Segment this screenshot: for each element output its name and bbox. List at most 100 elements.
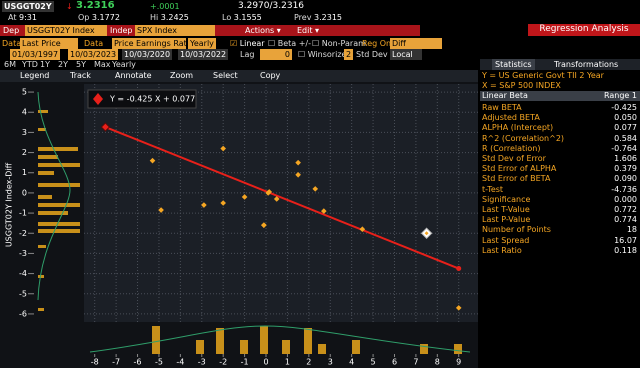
y-tick-label: 4 — [22, 108, 27, 117]
hist-bar — [38, 211, 68, 215]
hist-bar — [38, 163, 80, 167]
toolbar-button[interactable]: Select — [213, 71, 238, 80]
toolbar: Legend Track Annotate Zoom Select Copy — [0, 70, 478, 82]
toolbar-button[interactable]: Legend — [20, 71, 50, 80]
hist-bar — [38, 195, 52, 199]
toolbar-button[interactable]: Copy — [260, 71, 281, 80]
date-field[interactable]: 10/03/2023 — [68, 49, 119, 60]
dep-field[interactable]: USGGT02Y Index — [25, 25, 107, 36]
x-tick-label: 0 — [263, 358, 268, 367]
x-tick-label: 2 — [306, 358, 311, 367]
stat-value: -0.425 — [611, 103, 637, 112]
regression-end — [456, 266, 462, 272]
value: 3.2315 — [314, 13, 342, 22]
x-tick-label: -5 — [155, 358, 163, 367]
x-tick-label: 8 — [435, 358, 440, 367]
hist-bar — [38, 229, 80, 233]
x-tick-label: -8 — [91, 358, 99, 367]
dropdown[interactable]: Local — [390, 49, 422, 60]
indep-field[interactable]: SPX Index — [135, 25, 215, 36]
left-histogram — [38, 110, 80, 311]
period-button[interactable]: Yearly — [112, 60, 136, 69]
hist-bar — [38, 275, 44, 278]
change: +.0001 — [150, 2, 180, 11]
hist-bar — [282, 340, 290, 354]
x-tick-label: -2 — [219, 358, 227, 367]
stat-value: 0.774 — [614, 215, 637, 225]
date-field[interactable]: 10/03/2022 — [178, 49, 229, 60]
checkbox[interactable]: ☐ Beta +/- — [268, 39, 311, 48]
point — [455, 305, 462, 311]
hist-bar — [318, 344, 326, 354]
period-button[interactable]: 6M — [4, 60, 16, 69]
toolbar-button[interactable]: Track — [70, 71, 91, 80]
dropdown[interactable]: Price Earnings Rati — [112, 38, 186, 49]
hist-bar — [352, 340, 360, 354]
period-button[interactable]: Max — [94, 60, 111, 69]
dropdown[interactable]: Diff — [390, 38, 442, 49]
tab[interactable]: Transformations — [554, 60, 619, 69]
hist-bar — [38, 110, 48, 113]
period-button[interactable]: 1Y — [40, 60, 50, 69]
date-field[interactable]: 01/03/1997 — [10, 49, 61, 60]
hist-bar — [304, 328, 312, 354]
legend-icon — [93, 93, 103, 105]
period-button[interactable]: 2Y — [58, 60, 68, 69]
legend-box — [87, 89, 197, 109]
point — [321, 208, 327, 214]
plot-layer: -6 -5 -4 -3 -2 -1 0 1 2 3 4 5 -8 -7 -6 -5 -4 -3 -2 -1 0 1 2 3 4 5… — [19, 84, 478, 367]
x-tick-label: 3 — [328, 358, 333, 367]
title-button[interactable]: Regression Analysis — [528, 24, 640, 36]
stat-label: R (Correlation) — [482, 143, 541, 153]
bid-ask: 3.2970/3.2316 — [238, 1, 305, 11]
point — [220, 200, 226, 206]
period-button[interactable]: YTD — [22, 60, 38, 69]
value: 9:31 — [19, 13, 37, 22]
hist-bar — [38, 155, 58, 159]
menu[interactable]: Actions ▾ — [245, 26, 281, 35]
label: Lo — [222, 13, 232, 22]
header-cell: Range 1 — [604, 91, 637, 100]
toolbar-button[interactable]: Zoom — [170, 71, 194, 80]
label: Prev — [294, 13, 312, 22]
label: Reg On — [362, 39, 392, 48]
label: Op — [78, 13, 90, 22]
hist-bar — [38, 308, 44, 311]
x-tick-label: -6 — [134, 358, 142, 367]
point — [273, 196, 280, 202]
checkbox[interactable]: ☑ Linear — [230, 39, 265, 48]
point — [158, 207, 164, 213]
period-button[interactable]: 5Y — [76, 60, 86, 69]
hist-bar — [38, 171, 54, 175]
input[interactable]: 2 — [344, 49, 354, 60]
point — [261, 222, 267, 228]
dropdown[interactable]: Last Price — [20, 38, 78, 49]
tab[interactable]: Statistics — [492, 59, 535, 70]
hist-bar — [38, 183, 80, 187]
y-tick-label: -1 — [19, 209, 27, 218]
y-tick-label: -6 — [19, 309, 27, 318]
menu[interactable]: Edit ▾ — [297, 26, 320, 35]
checkbox[interactable]: ☐ Winsorize — [298, 50, 347, 59]
stat-label: Std Error of ALPHA — [482, 164, 557, 174]
stat-value: 0.000 — [614, 194, 637, 204]
stat-label: Raw BETA — [482, 103, 522, 112]
left-density — [37, 91, 71, 301]
point — [149, 157, 156, 164]
stat-label: Number of Points — [482, 225, 551, 235]
checkbox-label: Linear — [239, 39, 265, 48]
x-description: X = S&P 500 INDEX — [482, 81, 561, 90]
x-tick-label: -3 — [198, 358, 206, 367]
toolbar-button[interactable]: Annotate — [115, 71, 152, 80]
hist-bar — [38, 245, 46, 248]
legend-text: Y = -0.425 X + 0.077 — [109, 95, 195, 104]
bottom-histogram — [152, 326, 462, 354]
input[interactable]: 0 — [260, 49, 292, 60]
date-field[interactable]: 10/03/2020 — [122, 49, 173, 60]
x-tick-label: 4 — [349, 358, 354, 367]
dropdown[interactable]: Yearly — [188, 38, 216, 49]
y-tick-label: 3 — [22, 128, 27, 137]
checkbox[interactable]: ☐ Non-Param — [312, 39, 366, 48]
hist-bar — [152, 326, 160, 354]
